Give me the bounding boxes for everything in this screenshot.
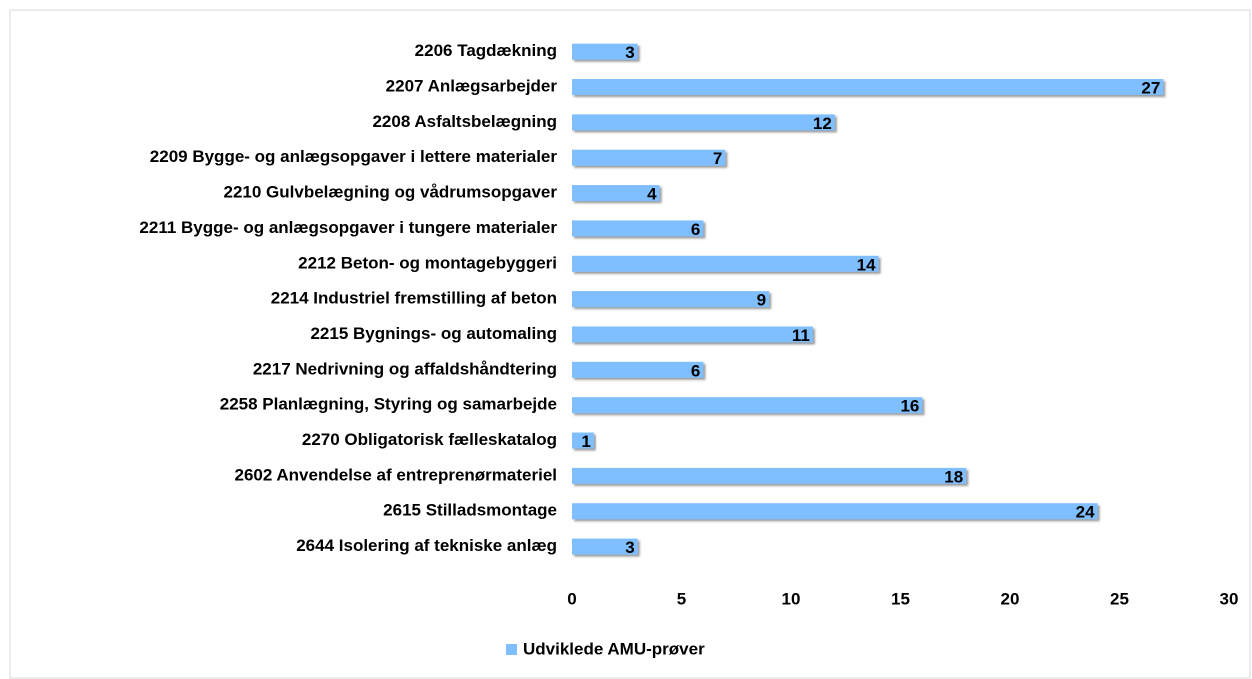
y-tick-label: 2258 Planlægning, Styring og samarbejde xyxy=(220,395,557,414)
bar xyxy=(572,220,704,237)
data-label: 27 xyxy=(1141,79,1160,98)
y-tick-label: 2270 Obligatorisk fælleskatalog xyxy=(302,430,557,449)
x-tick-label: 5 xyxy=(677,589,686,608)
data-label: 14 xyxy=(857,255,876,274)
bar xyxy=(572,503,1098,520)
bar xyxy=(572,361,704,378)
x-tick-label: 15 xyxy=(891,589,910,608)
y-tick-label: 2208 Asfaltsbelægning xyxy=(372,112,557,131)
bar xyxy=(572,432,594,449)
data-label: 16 xyxy=(900,397,919,416)
x-tick-label: 30 xyxy=(1220,589,1239,608)
x-tick-label: 0 xyxy=(567,589,576,608)
y-tick-label: 2214 Industriel fremstilling af beton xyxy=(271,289,557,308)
bar xyxy=(572,149,726,166)
data-label: 18 xyxy=(944,467,963,486)
bar xyxy=(572,538,638,555)
x-tick-label: 25 xyxy=(1110,589,1129,608)
x-tick-label: 20 xyxy=(1001,589,1020,608)
data-label: 24 xyxy=(1076,503,1095,522)
data-label: 7 xyxy=(713,149,722,168)
legend-swatch xyxy=(506,644,517,655)
bar xyxy=(572,185,660,202)
data-label: 6 xyxy=(691,220,700,239)
y-tick-label: 2206 Tagdækning xyxy=(415,41,557,60)
data-label: 4 xyxy=(647,185,657,204)
y-tick-label: 2207 Anlægsarbejder xyxy=(386,77,558,96)
y-tick-label: 2644 Isolering af tekniske anlæg xyxy=(296,536,557,555)
bar xyxy=(572,397,923,414)
y-tick-label: 2217 Nedrivning og affaldshåndtering xyxy=(253,359,557,378)
x-tick-label: 10 xyxy=(782,589,801,608)
data-label: 3 xyxy=(625,538,634,557)
y-tick-label: 2210 Gulvbelægning og vådrumsopgaver xyxy=(224,183,558,202)
data-label: 9 xyxy=(757,291,766,310)
legend-label: Udviklede AMU-prøver xyxy=(523,639,705,658)
bar xyxy=(572,114,835,131)
chart-border xyxy=(9,9,1251,679)
bar xyxy=(572,43,638,60)
data-label: 6 xyxy=(691,361,700,380)
data-label: 12 xyxy=(813,114,832,133)
y-tick-label: 2211 Bygge- og anlægsopgaver i tungere m… xyxy=(139,218,557,237)
y-tick-label: 2212 Beton- og montagebyggeri xyxy=(298,253,557,272)
bar xyxy=(572,291,770,308)
y-tick-label: 2602 Anvendelse af entreprenørmateriel xyxy=(234,465,557,484)
data-label: 11 xyxy=(792,326,810,345)
data-label: 3 xyxy=(625,43,634,62)
bar xyxy=(572,255,879,272)
data-label: 1 xyxy=(581,432,590,451)
bar xyxy=(572,79,1164,96)
bar xyxy=(572,467,967,484)
bar xyxy=(572,326,813,343)
y-tick-label: 2209 Bygge- og anlægsopgaver i lettere m… xyxy=(150,147,558,166)
y-tick-label: 2615 Stilladsmontage xyxy=(383,501,557,520)
y-tick-label: 2215 Bygnings- og automaling xyxy=(310,324,557,343)
